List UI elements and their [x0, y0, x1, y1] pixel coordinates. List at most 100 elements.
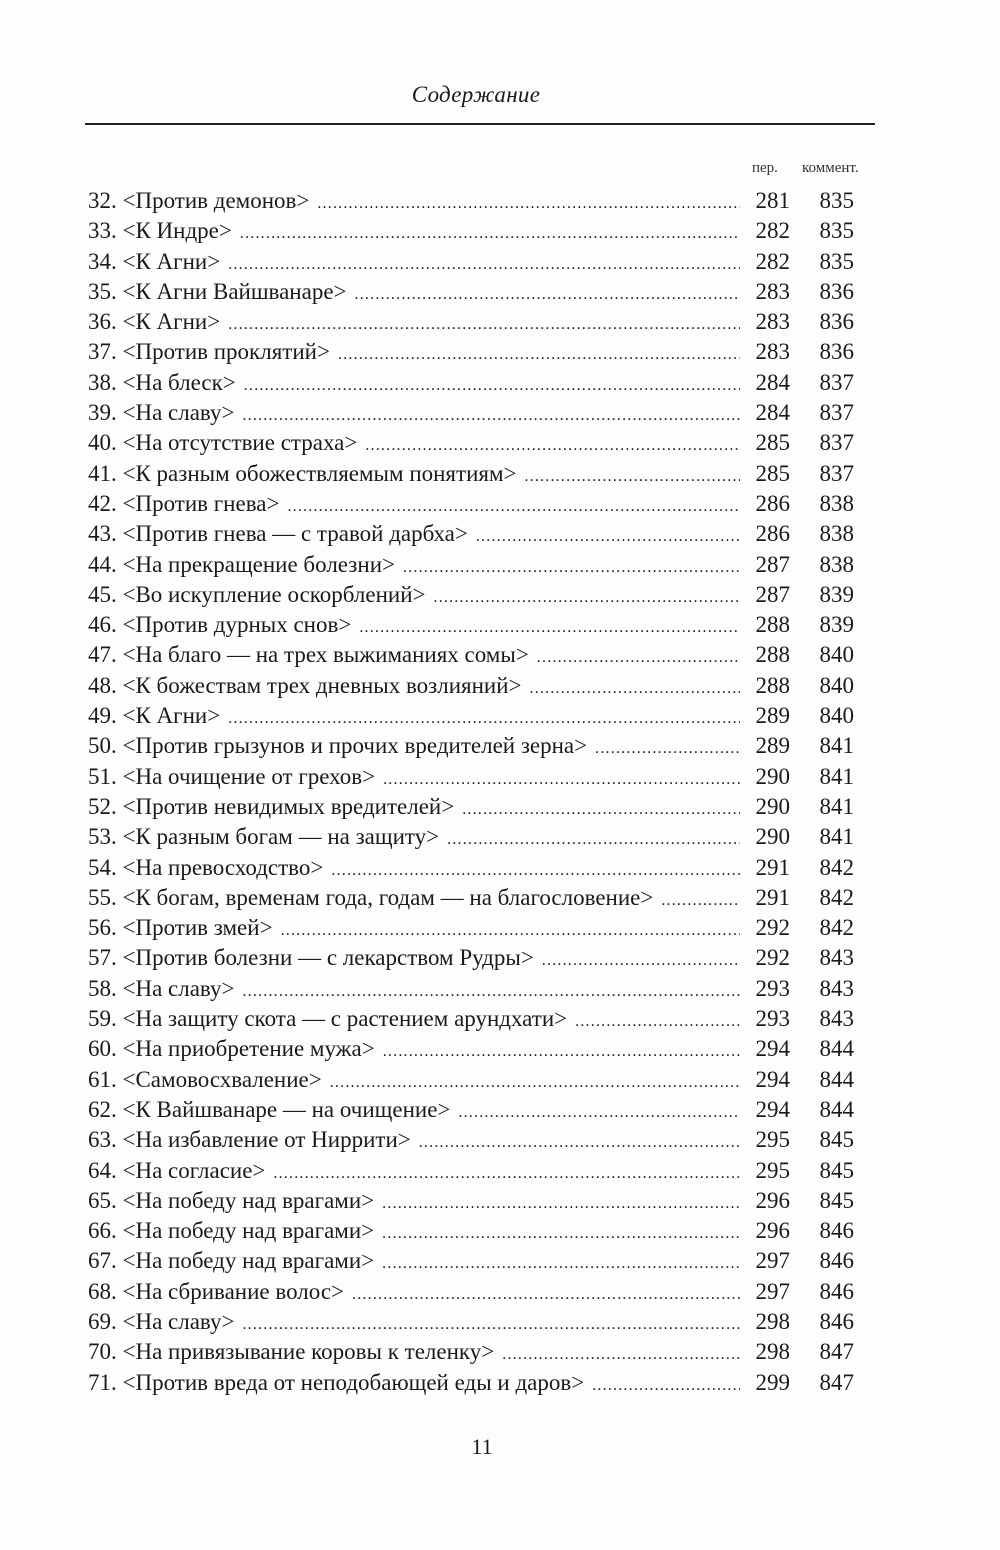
- toc-entry-page: 286: [755, 521, 791, 547]
- toc-entry-title: 62. <К Вайшванаре — на очищение>: [88, 1096, 451, 1122]
- toc-entry-title: 52. <Против невидимых вредителей>: [88, 793, 455, 819]
- toc-entry: 40. <На отсутствие страха> 285 837: [88, 428, 868, 458]
- dot-leader: [524, 462, 740, 492]
- toc-entry-comment-page: 844: [819, 1066, 855, 1092]
- toc-entry-page: 294: [755, 1066, 791, 1092]
- toc-entry-page: 288: [755, 672, 791, 698]
- toc-entry-page: 298: [755, 1339, 791, 1365]
- toc-entry-title: 50. <Против грызунов и прочих вредителей…: [88, 733, 588, 759]
- toc-entry-title: 37. <Против проклятий>: [88, 339, 330, 365]
- toc-entry-page: 293: [755, 1006, 791, 1032]
- toc-entry-page: 287: [755, 581, 791, 607]
- toc-entry: 44. <На прекращение болезни> 287 838: [88, 550, 868, 580]
- dot-leader: [419, 1128, 740, 1158]
- dot-leader: [338, 340, 740, 370]
- toc-entry-title-cell: 52. <Против невидимых вредителей>: [88, 792, 740, 825]
- toc-entry-page: 282: [755, 248, 791, 274]
- toc-entry-title: 59. <На защиту скота — с растением арунд…: [88, 1006, 568, 1032]
- dot-leader: [592, 1371, 740, 1401]
- toc-entry-comment-page: 841: [819, 824, 855, 850]
- toc-entry-comment-page: 835: [819, 248, 855, 274]
- toc-entry-comment-page: 844: [819, 1036, 855, 1062]
- toc-entry-title-cell: 44. <На прекращение болезни>: [88, 550, 740, 583]
- toc-entry: 56. <Против змей> 292 842: [88, 913, 868, 943]
- dot-leader: [330, 1068, 740, 1098]
- toc-entry-title-cell: 43. <Против гнева — с травой дарбха>: [88, 519, 740, 552]
- dot-leader: [242, 401, 740, 431]
- toc-entry-page: 295: [755, 1127, 791, 1153]
- page-number: 11: [471, 1434, 493, 1459]
- toc-entry-title-cell: 62. <К Вайшванаре — на очищение>: [88, 1095, 740, 1128]
- toc-entry-title-cell: 67. <На победу над врагами>: [88, 1246, 740, 1279]
- toc-entry-title-cell: 54. <На превосходство>: [88, 853, 740, 886]
- toc-entry-title-cell: 33. <К Индре>: [88, 216, 740, 249]
- toc-entry-page: 296: [755, 1187, 791, 1213]
- column-header-comment: коммент.: [802, 160, 859, 176]
- toc-entry-title: 36. <К Агни>: [88, 309, 221, 335]
- toc-entry-comment-page: 843: [819, 975, 855, 1001]
- toc-entry: 67. <На победу над врагами> 297 846: [88, 1246, 868, 1276]
- dot-leader: [242, 977, 740, 1007]
- toc-entry: 52. <Против невидимых вредителей> 290 841: [88, 792, 868, 822]
- toc-entry: 47. <На благо — на трех выжиманиях сомы>…: [88, 640, 868, 670]
- toc-entry-title-cell: 40. <На отсутствие страха>: [88, 428, 740, 461]
- toc-entry-title: 42. <Против гнева>: [88, 490, 280, 516]
- dot-leader: [244, 371, 740, 401]
- toc-entry: 63. <На избавление от Ниррити> 295 845: [88, 1125, 868, 1155]
- toc-entry-comment-page: 835: [819, 188, 855, 213]
- toc-entry: 41. <К разным обожествляемым понятиям> 28…: [88, 459, 868, 489]
- toc-entry-title: 38. <На блеск>: [88, 369, 236, 395]
- toc-entry-title-cell: 32. <Против демонов>: [88, 186, 740, 219]
- toc-entry-title-cell: 49. <К Агни>: [88, 701, 740, 734]
- toc-entry-comment-page: 842: [819, 884, 855, 910]
- toc-entry: 39. <На славу> 284 837: [88, 398, 868, 428]
- toc-entry: 55. <К богам, временам года, годам — на …: [88, 883, 868, 913]
- dot-leader: [462, 795, 740, 825]
- toc-entry-title-cell: 63. <На избавление от Ниррити>: [88, 1125, 740, 1158]
- toc-entry-title: 45. <Во искупление оскорблений>: [88, 581, 426, 607]
- toc-entry-comment-page: 836: [819, 309, 855, 335]
- toc-entry: 42. <Против гнева> 286 838: [88, 489, 868, 519]
- toc-entry-page: 282: [755, 218, 791, 244]
- toc-entry-title-cell: 60. <На приобретение мужа>: [88, 1034, 740, 1067]
- toc-entry-title-cell: 35. <К Агни Вайшванаре>: [88, 277, 740, 310]
- toc-entry-title-cell: 68. <На сбривание волос>: [88, 1277, 740, 1310]
- toc-entry-title: 56. <Против змей>: [88, 915, 273, 941]
- dot-leader: [273, 1159, 740, 1189]
- toc-entry-title: 63. <На избавление от Ниррити>: [88, 1127, 411, 1153]
- toc-entry-title-cell: 56. <Против змей>: [88, 913, 740, 946]
- toc-entry: 64. <На согласие> 295 845: [88, 1156, 868, 1186]
- toc-entry-title: 46. <Против дурных снов>: [88, 612, 352, 638]
- header-rule: [85, 123, 875, 125]
- dot-leader: [365, 431, 740, 461]
- dot-leader: [542, 946, 740, 976]
- dot-leader: [352, 1280, 740, 1310]
- dot-leader: [383, 1037, 740, 1067]
- toc-entry-page: 286: [755, 490, 791, 516]
- dot-leader: [317, 189, 740, 219]
- toc-entry-comment-page: 838: [819, 490, 855, 516]
- toc-entry: 32. <Против демонов> 281 835: [88, 186, 868, 216]
- toc-entry-page: 291: [755, 884, 791, 910]
- dot-leader: [281, 916, 740, 946]
- dot-leader: [502, 1340, 740, 1370]
- toc-entry: 71. <Против вреда от неподобающей еды и …: [88, 1368, 868, 1398]
- toc-entry-page: 285: [755, 460, 791, 486]
- toc-entry-comment-page: 846: [819, 1248, 855, 1274]
- dot-leader: [575, 1007, 740, 1037]
- toc-entry-comment-page: 845: [819, 1127, 855, 1153]
- toc-entry-comment-page: 843: [819, 945, 855, 971]
- toc-entry-page: 284: [755, 369, 791, 395]
- toc-entry: 68. <На сбривание волос> 297 846: [88, 1277, 868, 1307]
- toc-entry-title-cell: 59. <На защиту скота — с растением арунд…: [88, 1004, 740, 1037]
- toc-entry: 33. <К Индре> 282 835: [88, 216, 868, 246]
- toc-entry: 34. <К Агни> 282 835: [88, 247, 868, 277]
- toc-entry-title: 34. <К Агни>: [88, 248, 221, 274]
- dot-leader: [458, 1098, 740, 1128]
- toc-entry: 62. <К Вайшванаре — на очищение> 294 844: [88, 1095, 868, 1125]
- toc-entry-page: 288: [755, 642, 791, 668]
- toc-entry: 49. <К Агни> 289 840: [88, 701, 868, 731]
- dot-leader: [383, 765, 740, 795]
- toc-entry-comment-page: 845: [819, 1157, 855, 1183]
- toc-entry-page: 289: [755, 733, 791, 759]
